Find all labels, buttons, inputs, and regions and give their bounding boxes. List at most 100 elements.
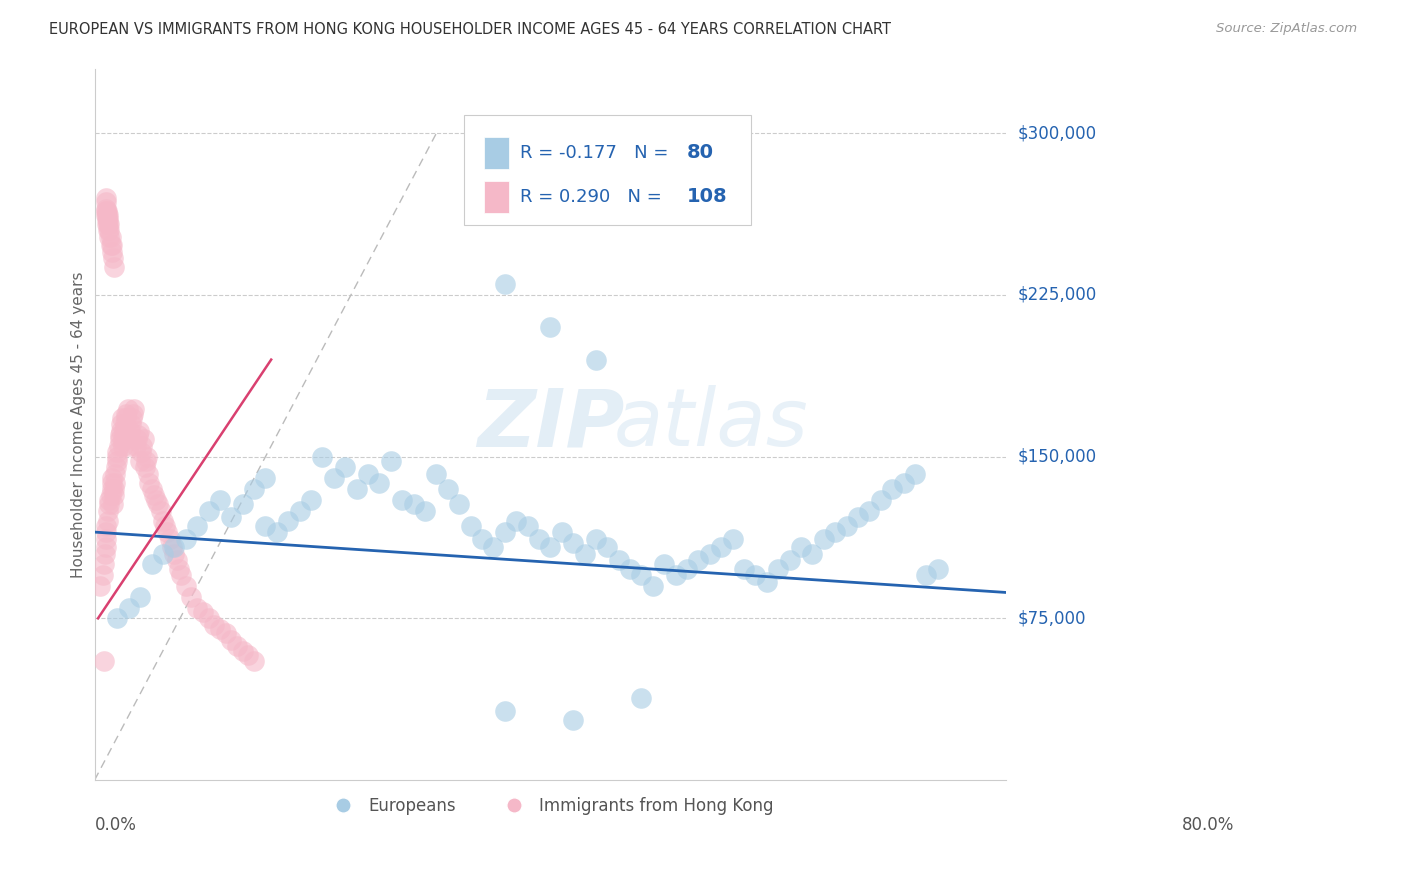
Point bbox=[96, 208, 118, 222]
Point bbox=[134, 460, 156, 475]
Point bbox=[527, 532, 550, 546]
Point bbox=[136, 450, 159, 464]
Point bbox=[103, 488, 125, 502]
Point bbox=[186, 600, 208, 615]
Point bbox=[391, 492, 413, 507]
Legend: Europeans, Immigrants from Hong Kong: Europeans, Immigrants from Hong Kong bbox=[321, 790, 780, 822]
Point bbox=[202, 617, 225, 632]
Point bbox=[94, 532, 117, 546]
Text: ZIP: ZIP bbox=[478, 385, 624, 463]
Point bbox=[155, 518, 177, 533]
Point bbox=[208, 492, 231, 507]
Point bbox=[110, 417, 132, 432]
Point bbox=[562, 713, 585, 727]
Point bbox=[449, 497, 471, 511]
Point bbox=[104, 475, 127, 490]
Point bbox=[96, 212, 118, 227]
Point bbox=[93, 655, 115, 669]
Point bbox=[322, 471, 344, 485]
Point bbox=[186, 518, 208, 533]
Point bbox=[607, 553, 630, 567]
Point bbox=[100, 475, 122, 490]
Point bbox=[98, 229, 121, 244]
Point bbox=[156, 525, 179, 540]
Point bbox=[813, 532, 835, 546]
Point bbox=[208, 622, 231, 636]
Point bbox=[94, 202, 117, 216]
Point bbox=[112, 433, 135, 447]
Point bbox=[630, 568, 652, 582]
Text: 0.0%: 0.0% bbox=[94, 815, 136, 834]
Point bbox=[145, 492, 167, 507]
Point bbox=[494, 704, 516, 718]
Point bbox=[120, 417, 142, 432]
Point bbox=[124, 439, 146, 453]
Point bbox=[585, 352, 607, 367]
Point bbox=[129, 590, 152, 604]
Point bbox=[688, 553, 710, 567]
Point bbox=[100, 238, 122, 252]
Point bbox=[232, 643, 254, 657]
Point bbox=[100, 244, 122, 259]
Point bbox=[232, 497, 254, 511]
Point bbox=[115, 410, 138, 425]
Point bbox=[214, 626, 236, 640]
Point bbox=[98, 492, 121, 507]
Point bbox=[124, 402, 146, 417]
Point bbox=[97, 503, 120, 517]
Point bbox=[91, 568, 114, 582]
Point bbox=[346, 482, 368, 496]
Point bbox=[100, 482, 122, 496]
Point bbox=[243, 655, 266, 669]
Point bbox=[115, 407, 138, 421]
Point bbox=[94, 208, 117, 222]
Point bbox=[710, 540, 733, 554]
Point bbox=[174, 579, 197, 593]
Point bbox=[105, 445, 128, 459]
Text: 80: 80 bbox=[688, 143, 714, 162]
Point bbox=[114, 417, 136, 432]
Point bbox=[779, 553, 801, 567]
Text: Source: ZipAtlas.com: Source: ZipAtlas.com bbox=[1216, 22, 1357, 36]
Point bbox=[494, 277, 516, 292]
Point bbox=[311, 450, 333, 464]
Point bbox=[538, 540, 561, 554]
Point bbox=[97, 223, 120, 237]
Text: 108: 108 bbox=[688, 187, 728, 206]
Point bbox=[104, 467, 127, 481]
Point bbox=[166, 553, 188, 567]
Point bbox=[159, 532, 181, 546]
Point bbox=[299, 492, 322, 507]
Text: $150,000: $150,000 bbox=[1017, 448, 1097, 466]
Point bbox=[733, 562, 755, 576]
Point bbox=[152, 547, 174, 561]
Point bbox=[436, 482, 458, 496]
Point bbox=[174, 532, 197, 546]
Point bbox=[254, 518, 277, 533]
Point bbox=[128, 424, 150, 438]
Point bbox=[118, 600, 141, 615]
Text: $300,000: $300,000 bbox=[1017, 124, 1097, 142]
Point bbox=[904, 467, 927, 481]
Point bbox=[585, 532, 607, 546]
Point bbox=[721, 532, 744, 546]
Point bbox=[100, 488, 122, 502]
Point bbox=[94, 203, 117, 218]
Point bbox=[824, 525, 846, 540]
Point bbox=[105, 454, 128, 468]
Point bbox=[98, 223, 121, 237]
Point bbox=[118, 439, 141, 453]
Point bbox=[755, 574, 778, 589]
Text: $225,000: $225,000 bbox=[1017, 286, 1097, 304]
Point bbox=[858, 503, 880, 517]
Point bbox=[125, 433, 148, 447]
Point bbox=[676, 562, 699, 576]
Point bbox=[402, 497, 425, 511]
Point bbox=[482, 540, 505, 554]
Point bbox=[163, 547, 186, 561]
Point bbox=[288, 503, 311, 517]
Point bbox=[619, 562, 641, 576]
Text: EUROPEAN VS IMMIGRANTS FROM HONG KONG HOUSEHOLDER INCOME AGES 45 - 64 YEARS CORR: EUROPEAN VS IMMIGRANTS FROM HONG KONG HO… bbox=[49, 22, 891, 37]
Point bbox=[94, 540, 117, 554]
FancyBboxPatch shape bbox=[464, 115, 751, 225]
